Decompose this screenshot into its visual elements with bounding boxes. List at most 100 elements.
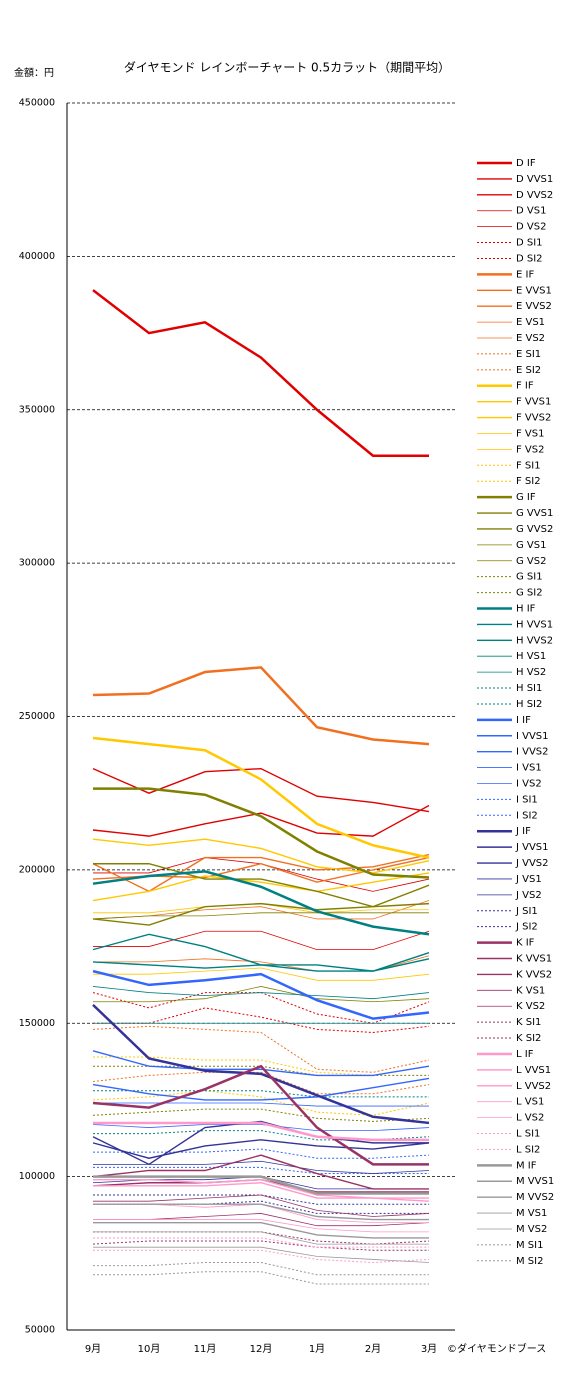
legend-label: L SI1 [516,1129,540,1140]
y-tick-label: 400000 [19,251,55,262]
legend-label: D IF [516,158,536,169]
series-line [93,1221,429,1239]
legend-label: K VS1 [516,985,545,996]
series-line [93,1182,430,1202]
x-tick-label: 10月 [138,1343,161,1355]
series-line [93,1249,430,1264]
legend-label: I VS1 [516,763,542,774]
legend-label: F VVS2 [516,413,551,424]
series-line [92,969,430,1020]
series-line [93,1160,430,1174]
legend-label: G VVS1 [516,508,553,519]
x-tick-label: 3月 [421,1343,437,1355]
x-tick-label: 2月 [365,1343,381,1355]
x-tick-label: 11月 [194,1343,217,1355]
legend-label: J SI1 [515,906,538,917]
series-line [92,1064,429,1166]
legend-label: E VS2 [516,333,545,344]
legend-label: I SI1 [516,794,538,805]
series-line [93,1271,429,1285]
legend-label: G SI1 [516,572,543,583]
series-line [93,1130,430,1141]
legend-label: D SI1 [516,238,543,249]
series-line [93,967,430,981]
legend-label: F VVS1 [516,397,551,408]
y-axis-label: 金額：円 [14,66,54,79]
legend-label: D VS2 [516,222,546,233]
y-tick-label: 100000 [19,1171,55,1182]
legend-label: D SI2 [516,253,543,264]
legend-label: M VVS2 [516,1192,554,1203]
series-line [93,1148,430,1159]
legend-label: J VS2 [515,890,542,901]
legend-label: M SI2 [516,1256,543,1267]
y-tick-label: 450000 [19,98,55,109]
legend-label: G IF [516,492,536,503]
series-line [92,1090,430,1116]
series-line [92,902,430,926]
series-line [93,1121,429,1142]
series-line [92,1120,429,1166]
series-line [93,1231,429,1245]
legend-label: I IF [516,715,531,726]
legend-label: L VVS2 [516,1081,551,1092]
legend-label: M VVS1 [516,1176,554,1187]
series-line [92,1154,429,1190]
legend-label: K VVS2 [516,969,552,980]
series-line [93,1246,430,1263]
series-line [93,787,430,879]
series-line [93,1090,429,1098]
legend-label: M SI1 [516,1240,543,1251]
legend-label: H VVS2 [516,635,553,646]
legend-label: L VVS1 [516,1065,551,1076]
legend-label: J SI2 [515,922,538,933]
x-tick-label: 9月 [85,1343,101,1355]
series-line [93,1194,430,1217]
legend-label: K IF [516,938,535,949]
y-tick-label: 300000 [19,558,55,569]
legend-label: K SI2 [516,1033,541,1044]
legend-label: H VS1 [516,651,546,662]
legend-label: L VS2 [516,1113,544,1124]
source-note: ©ダイヤモンドブース [447,1342,546,1355]
series-line [92,986,430,1000]
x-tick-label: 12月 [250,1343,273,1355]
legend-label: G VS1 [516,540,546,551]
series-line [92,767,430,813]
legend-label: J VVS1 [515,842,549,853]
legend-label: F VS1 [516,428,544,439]
legend-label: E IF [516,269,534,280]
series-line [92,1025,430,1073]
legend-label: M IF [516,1160,537,1171]
series-line [92,1139,430,1159]
series-line [92,289,429,458]
legend-label: M VS1 [516,1208,547,1219]
series-line [92,838,430,874]
legend-label: L IF [516,1049,534,1060]
series-line [93,1175,429,1195]
y-tick-label: 250000 [19,711,55,722]
legend-label: E VVS2 [516,301,552,312]
series-line [92,1124,430,1132]
legend-label: I VVS2 [516,747,549,758]
series-line [93,1194,429,1205]
legend-label: H IF [516,603,536,614]
legend-label: L SI2 [516,1144,540,1155]
legend-label: F VS2 [516,444,544,455]
series-line [92,1077,430,1101]
series-line [93,1200,429,1214]
legend-label: G SI2 [516,588,543,599]
legend-label: D VVS1 [516,174,553,185]
legend-label: K VVS1 [516,954,552,965]
legend-label: D VS1 [516,206,546,217]
series-line [93,1007,430,1033]
legend-label: E SI2 [516,365,541,376]
legend-label: D VVS2 [516,190,553,201]
legend-label: F SI1 [516,460,541,471]
y-tick-label: 150000 [19,1018,55,1029]
legend-label: G VS2 [516,556,546,567]
legend-label: F SI2 [516,476,541,487]
series-line [92,1108,430,1122]
legend-label: E VVS1 [516,285,552,296]
